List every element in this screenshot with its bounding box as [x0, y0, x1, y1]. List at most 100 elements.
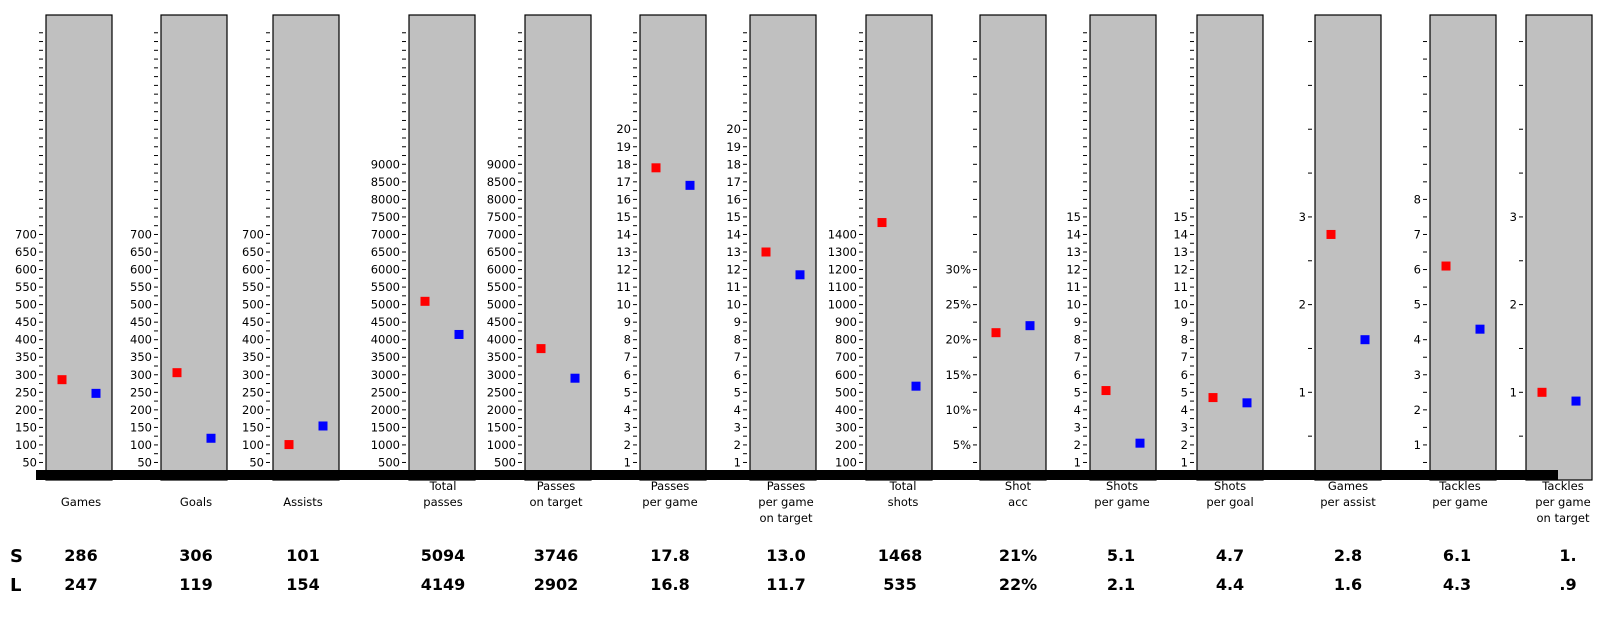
y-tick-label: 20% [945, 333, 971, 347]
panel-passes-on-target [524, 14, 592, 481]
y-tick-label: 150 [130, 420, 152, 434]
y-tick-label: 5 [1414, 298, 1421, 312]
metric-label: on target [1537, 511, 1590, 525]
y-tick-label: 11 [616, 280, 631, 294]
y-tick-label: 250 [130, 385, 152, 399]
y-tick-label: 1 [1299, 385, 1306, 399]
panel-shot-acc [979, 14, 1047, 481]
y-tick-label: 10 [616, 298, 631, 312]
y-tick-label: 1300 [828, 245, 857, 259]
y-tick-label: 7 [1074, 350, 1081, 364]
metric-label: on target [760, 511, 813, 525]
y-tick-label: 6 [734, 368, 741, 382]
y-tick-label: 200 [242, 403, 264, 417]
y-tick-label: 2 [1510, 298, 1517, 312]
y-tick-label: 14 [726, 227, 741, 241]
marker-s-shots-per-game [1101, 386, 1111, 396]
y-tick-label: 9000 [487, 157, 516, 171]
y-tick-label: 1500 [371, 420, 400, 434]
panel-goals [160, 14, 228, 481]
y-tick-label: 1000 [371, 438, 400, 452]
marker-s-passes-on-target [536, 344, 546, 354]
y-tick-label: 1 [1510, 385, 1517, 399]
y-tick-label: 300 [15, 368, 37, 382]
y-tick-label: 500 [242, 298, 264, 312]
marker-l-assists [318, 421, 328, 431]
y-tick-label: 8500 [371, 175, 400, 189]
y-tick-label: 2000 [371, 403, 400, 417]
metric-label: per assist [1320, 495, 1376, 509]
y-tick-label: 30% [945, 263, 971, 277]
y-tick-label: 2 [1074, 438, 1081, 452]
y-tick-label: 3 [1414, 368, 1421, 382]
value-s-passes-per-game: 17.8 [650, 546, 689, 565]
y-tick-label: 350 [15, 350, 37, 364]
y-tick-label: 18 [726, 157, 741, 171]
y-tick-label: 13 [1066, 245, 1081, 259]
y-tick-label: 7000 [487, 227, 516, 241]
y-tick-label: 2500 [487, 385, 516, 399]
y-tick-label: 10% [945, 403, 971, 417]
value-l-games-per-assist: 1.6 [1334, 575, 1362, 594]
y-tick-label: 150 [242, 420, 264, 434]
y-tick-label: 550 [130, 280, 152, 294]
y-tick-label: 550 [15, 280, 37, 294]
value-s-goals: 306 [179, 546, 212, 565]
y-tick-label: 16 [726, 192, 741, 206]
y-tick-label: 15 [726, 210, 741, 224]
metric-label: Tackles [1541, 479, 1583, 493]
y-tick-label: 15% [945, 368, 971, 382]
y-tick-label: 8 [734, 333, 741, 347]
y-tick-label: 550 [242, 280, 264, 294]
value-l-total-passes: 4149 [421, 575, 466, 594]
y-tick-label: 7000 [371, 227, 400, 241]
y-tick-label: 11 [1066, 280, 1081, 294]
value-s-passes-on-target: 3746 [534, 546, 579, 565]
y-tick-label: 6500 [371, 245, 400, 259]
marker-s-total-shots [877, 218, 887, 228]
y-tick-label: 20 [616, 122, 631, 136]
y-tick-label: 4500 [487, 315, 516, 329]
row-label-s: S [10, 546, 23, 567]
y-tick-label: 12 [1066, 263, 1081, 277]
y-tick-label: 1 [624, 455, 631, 469]
y-tick-label: 350 [130, 350, 152, 364]
y-tick-label: 4500 [371, 315, 400, 329]
y-tick-label: 10 [1173, 298, 1188, 312]
marker-s-games [57, 375, 67, 385]
y-tick-label: 14 [1066, 227, 1081, 241]
panel-tackles-per-game-on-target [1525, 14, 1593, 481]
y-tick-label: 11 [1173, 280, 1188, 294]
y-tick-label: 500 [494, 455, 516, 469]
y-tick-label: 1500 [487, 420, 516, 434]
y-tick-label: 6500 [487, 245, 516, 259]
y-tick-label: 500 [130, 298, 152, 312]
y-tick-label: 3 [1299, 210, 1306, 224]
value-s-shots-per-goal: 4.7 [1216, 546, 1244, 565]
marker-l-games [91, 388, 101, 398]
y-tick-label: 650 [15, 245, 37, 259]
y-tick-label: 3000 [487, 368, 516, 382]
y-tick-label: 8000 [487, 192, 516, 206]
y-tick-label: 1400 [828, 227, 857, 241]
y-tick-label: 12 [726, 263, 741, 277]
y-tick-label: 50 [137, 455, 152, 469]
y-tick-label: 200 [15, 403, 37, 417]
value-l-passes-per-game: 16.8 [650, 575, 689, 594]
y-tick-label: 5 [624, 385, 631, 399]
marker-l-total-shots [911, 381, 921, 391]
y-tick-label: 300 [835, 420, 857, 434]
value-s-assists: 101 [286, 546, 319, 565]
value-s-passes-per-game-on-target: 13.0 [766, 546, 805, 565]
panel-total-shots [865, 14, 933, 481]
marker-l-passes-on-target [570, 373, 580, 383]
y-tick-label: 3 [1074, 420, 1081, 434]
value-l-shots-per-game: 2.1 [1107, 575, 1135, 594]
marker-l-goals [206, 433, 216, 443]
y-tick-label: 300 [130, 368, 152, 382]
y-tick-label: 5000 [371, 298, 400, 312]
y-tick-label: 9 [1074, 315, 1081, 329]
y-tick-label: 13 [616, 245, 631, 259]
metric-label: Shot [1005, 479, 1032, 493]
marker-l-total-passes [454, 329, 464, 339]
